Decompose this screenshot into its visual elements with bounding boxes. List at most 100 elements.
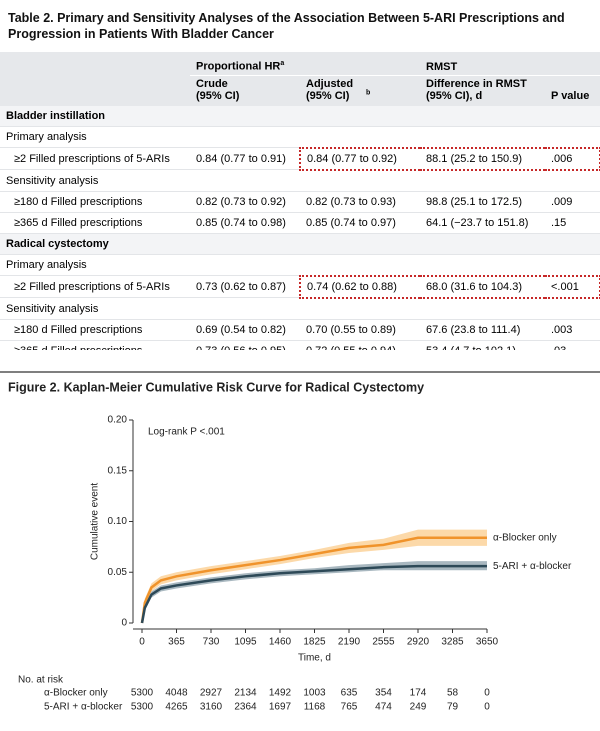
table-cell: 0.74 (0.62 to 0.88) [300,276,420,298]
at-risk-count: 0 [484,702,490,713]
table-section: Table 2. Primary and Sensitivity Analyse… [0,0,600,350]
table-title: Table 2. Primary and Sensitivity Analyse… [0,0,600,52]
at-risk-count: 1003 [303,688,326,699]
at-risk-count: 2364 [234,702,257,713]
table-cell: Primary analysis [0,126,600,148]
at-risk-count: 635 [341,688,358,699]
table-row: Primary analysis [0,126,600,148]
table-cell: .003 [545,319,600,340]
column-header: Adjusted (95% CI)b [300,75,420,106]
table-cell: 0.84 (0.77 to 0.91) [190,148,300,170]
legend-label: 5-ARI + α-blocker [493,561,572,572]
figure-title: Figure 2. Kaplan-Meier Cumulative Risk C… [8,380,424,394]
x-tick-label: 365 [168,637,185,648]
y-tick-label: 0.05 [108,567,128,578]
x-tick-label: 1460 [269,637,292,648]
x-tick-label: 1095 [234,637,257,648]
table-row: ≥2 Filled prescriptions of 5-ARIs0.84 (0… [0,148,600,170]
at-risk-count: 765 [341,702,358,713]
at-risk-count: 354 [375,688,392,699]
legend-label: α-Blocker only [493,532,557,543]
x-axis-label: Time, d [298,653,331,664]
table-cell: .03 [545,340,600,350]
footnote-mark: a [280,60,284,67]
y-axis-label: Cumulative event [90,483,101,560]
table-cell: 0.85 (0.74 to 0.97) [300,212,420,233]
at-risk-count: 474 [375,702,392,713]
table-cell: Sensitivity analysis [0,298,600,320]
at-risk-count: 249 [410,702,427,713]
group-label: Proportional HR [196,61,280,73]
annotation: Log-rank P <.001 [148,427,225,438]
group-header: RMST [420,52,600,75]
x-tick-label: 2190 [338,637,361,648]
at-risk-count: 3160 [200,702,223,713]
table-row: Sensitivity analysis [0,298,600,320]
at-risk-count: 2927 [200,688,223,699]
table-cell: .15 [545,212,600,233]
table-cell: Primary analysis [0,254,600,276]
at-risk-count: 5300 [131,688,154,699]
table-cell: ≥2 Filled prescriptions of 5-ARIs [0,276,190,298]
table-cell: ≥2 Filled prescriptions of 5-ARIs [0,148,190,170]
table-cell: ≥180 d Filled prescriptions [0,319,190,340]
y-tick-label: 0.10 [108,516,128,527]
table-cell: 0.84 (0.77 to 0.92) [300,148,420,170]
table-row: ≥180 d Filled prescriptions0.69 (0.54 to… [0,319,600,340]
at-risk-count: 4265 [165,702,188,713]
table: Proportional HRa RMST Crude (95% CI) Adj… [0,52,600,350]
column-label: P value [551,90,589,102]
at-risk-count: 5300 [131,702,154,713]
table-cell: 68.0 (31.6 to 104.3) [420,276,545,298]
table-row: Sensitivity analysis [0,170,600,192]
table-cell: ≥365 d Filled prescriptions [0,212,190,233]
table-cell: ≥180 d Filled prescriptions [0,191,190,212]
table-row: ≥365 d Filled prescriptions0.73 (0.56 to… [0,340,600,350]
table-cell: Bladder instillation [0,106,600,127]
x-tick-label: 3285 [441,637,464,648]
column-header: Crude (95% CI) [190,75,300,106]
column-header: P value [545,75,600,106]
figure: Figure 2. Kaplan-Meier Cumulative Risk C… [0,350,600,726]
column-label: Difference in RMST (95% CI), d [426,78,538,102]
at-risk-count: 1168 [304,702,326,713]
at-risk-count: 174 [410,688,427,699]
table-cell: .009 [545,191,600,212]
at-risk-count: 79 [447,702,459,713]
y-tick-label: 0.20 [108,415,128,426]
header-cell [0,52,190,75]
table-cell: 0.85 (0.74 to 0.98) [190,212,300,233]
y-tick-label: 0.15 [108,465,128,476]
table-cell: <.001 [545,276,600,298]
at-risk-count: 58 [447,688,459,699]
x-tick-label: 2555 [372,637,395,648]
table-row: Primary analysis [0,254,600,276]
table-cell: 0.69 (0.54 to 0.82) [190,319,300,340]
table-row: ≥365 d Filled prescriptions0.85 (0.74 to… [0,212,600,233]
at-risk-title: No. at risk [18,675,64,686]
table-body: Bladder instillationPrimary analysis≥2 F… [0,106,600,350]
at-risk-count: 4048 [165,688,188,699]
table-cell: 0.72 (0.55 to 0.94) [300,340,420,350]
at-risk-name: 5-ARI + α-blocker [44,702,123,713]
table-row: Radical cystectomy [0,233,600,254]
table-cell: 88.1 (25.2 to 150.9) [420,148,545,170]
x-tick-label: 730 [203,637,220,648]
group-label: RMST [426,61,457,73]
header-cell [0,75,190,106]
table-cell: 53.4 (4.7 to 102.1) [420,340,545,350]
table-row: Bladder instillation [0,106,600,127]
at-risk-count: 0 [484,688,490,699]
table-row: ≥180 d Filled prescriptions0.82 (0.73 to… [0,191,600,212]
table-cell: Sensitivity analysis [0,170,600,192]
y-tick-label: 0 [121,618,127,629]
footnote-mark: b [366,89,370,96]
table-cell: 0.73 (0.62 to 0.87) [190,276,300,298]
column-label: Adjusted (95% CI) [306,78,366,102]
x-tick-label: 3650 [476,637,499,648]
table-cell: 64.1 (−23.7 to 151.8) [420,212,545,233]
at-risk-count: 1492 [269,688,292,699]
table-cell: 0.82 (0.73 to 0.92) [190,191,300,212]
x-tick-label: 1825 [303,637,326,648]
